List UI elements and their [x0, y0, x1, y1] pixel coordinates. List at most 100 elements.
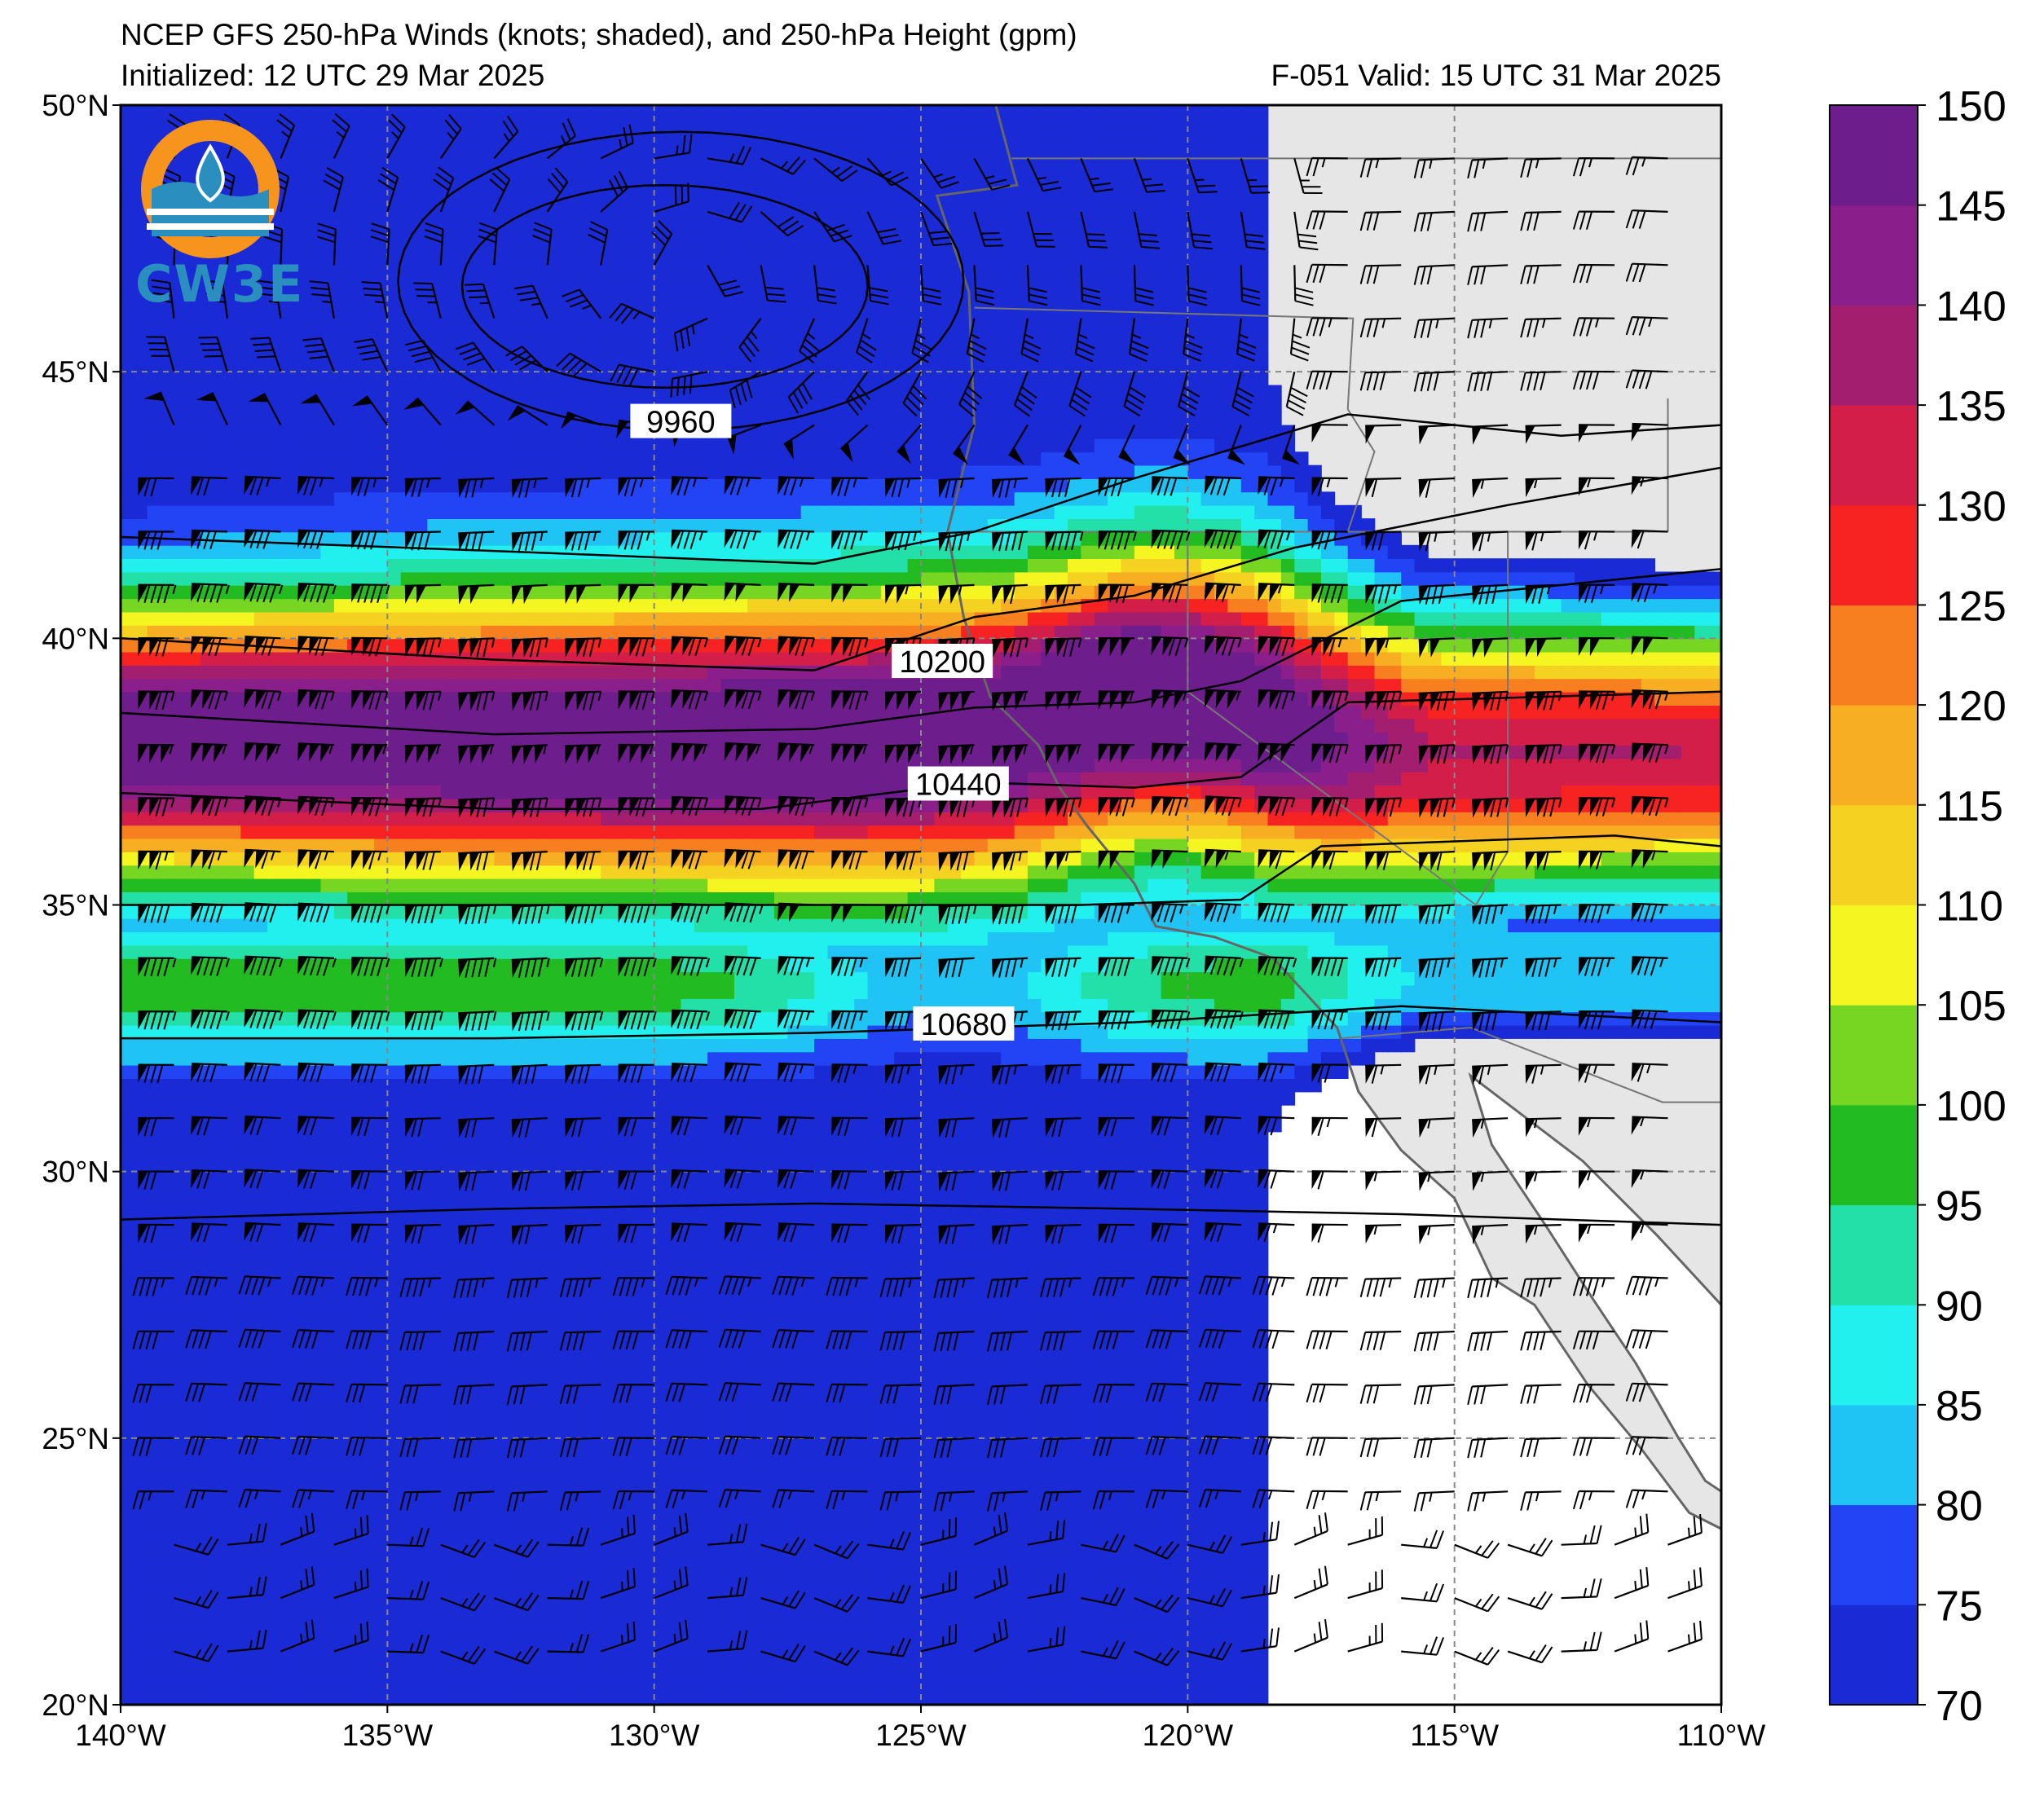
wind-speed-cell — [440, 1518, 455, 1533]
wind-speed-cell — [1387, 998, 1402, 1013]
wind-speed-cell — [521, 984, 535, 999]
wind-speed-cell — [253, 1145, 268, 1160]
wind-speed-cell — [720, 1358, 735, 1372]
wind-speed-cell — [547, 1091, 562, 1106]
wind-speed-cell — [214, 1158, 228, 1173]
wind-speed-cell — [854, 1638, 869, 1653]
wind-speed-cell — [694, 1398, 708, 1412]
wind-speed-cell — [1041, 1571, 1055, 1586]
wind-speed-cell — [614, 1571, 628, 1586]
wind-speed-cell — [1254, 1078, 1269, 1093]
wind-speed-cell — [880, 1518, 896, 1533]
wind-speed-cell — [1174, 1238, 1189, 1252]
wind-speed-cell — [1161, 1664, 1175, 1679]
wind-speed-cell — [787, 1558, 802, 1573]
wind-speed-cell — [134, 1198, 148, 1213]
wind-speed-cell — [454, 1451, 469, 1466]
wind-speed-cell — [320, 984, 335, 999]
wind-speed-cell — [1001, 1558, 1015, 1573]
wind-speed-cell — [427, 1678, 442, 1693]
wind-speed-cell — [614, 1504, 628, 1519]
wind-speed-cell — [1041, 1104, 1055, 1120]
wind-speed-cell — [1227, 1518, 1242, 1533]
wind-speed-cell — [880, 1305, 896, 1319]
wind-speed-cell — [1121, 1558, 1135, 1573]
wind-speed-cell — [121, 1278, 135, 1292]
wind-speed-cell — [467, 1624, 482, 1639]
wind-speed-cell — [880, 998, 896, 1013]
wind-speed-cell — [240, 984, 255, 999]
wind-speed-cell — [667, 1611, 682, 1626]
wind-speed-cell — [1068, 1038, 1082, 1053]
wind-speed-cell — [1001, 1051, 1015, 1066]
wind-speed-cell — [333, 1424, 349, 1439]
wind-speed-cell — [414, 1611, 429, 1626]
wind-speed-cell — [1294, 1024, 1309, 1039]
wind-speed-cell — [601, 1185, 615, 1200]
wind-speed-cell — [1001, 1358, 1015, 1372]
wind-speed-cell — [387, 1371, 402, 1386]
wind-speed-cell — [547, 1477, 562, 1493]
wind-speed-cell — [507, 1531, 522, 1546]
wind-speed-cell — [240, 1358, 255, 1372]
wind-speed-cell — [1134, 1211, 1149, 1226]
wind-speed-cell — [961, 1424, 976, 1439]
wind-speed-cell — [934, 1265, 949, 1279]
wind-speed-cell — [134, 1651, 148, 1666]
wind-speed-cell — [587, 1384, 601, 1399]
wind-speed-cell — [1187, 1678, 1202, 1693]
wind-speed-cell — [347, 984, 362, 999]
wind-speed-cell — [387, 1251, 402, 1266]
wind-speed-cell — [147, 984, 161, 999]
wind-speed-cell — [854, 1078, 869, 1093]
wind-speed-cell — [827, 1038, 842, 1053]
wind-speed-cell — [1027, 1611, 1042, 1626]
wind-speed-cell — [1121, 1451, 1135, 1466]
wind-speed-cell — [601, 957, 615, 973]
wind-speed-cell — [974, 1265, 989, 1279]
wind-speed-cell — [1134, 1251, 1149, 1266]
wind-speed-cell — [787, 1584, 802, 1599]
wind-speed-cell — [1628, 1024, 1642, 1039]
wind-speed-cell — [601, 1598, 615, 1613]
wind-speed-cell — [1054, 1464, 1068, 1479]
wind-speed-cell — [1628, 984, 1642, 999]
wind-speed-cell — [494, 1531, 509, 1546]
wind-speed-cell — [1174, 1531, 1189, 1546]
wind-speed-cell — [507, 1477, 522, 1493]
wind-speed-cell — [174, 1118, 188, 1133]
wind-speed-cell — [667, 1038, 682, 1053]
wind-speed-cell — [293, 1518, 308, 1533]
wind-speed-cell — [974, 1171, 989, 1186]
wind-speed-cell — [200, 1291, 215, 1306]
wind-speed-cell — [360, 1678, 375, 1693]
wind-speed-cell — [1227, 1464, 1242, 1479]
wind-speed-cell — [1200, 1518, 1215, 1533]
wind-speed-cell — [374, 1251, 389, 1266]
wind-speed-cell — [921, 1691, 936, 1705]
wind-speed-cell — [921, 1091, 936, 1106]
wind-speed-cell — [1108, 1664, 1122, 1679]
wind-speed-cell — [161, 1371, 175, 1386]
wind-speed-cell — [280, 1131, 295, 1146]
wind-speed-cell — [494, 1078, 509, 1093]
wind-speed-cell — [747, 1238, 762, 1252]
wind-speed-cell — [214, 1171, 228, 1186]
wind-speed-cell — [601, 1318, 615, 1332]
wind-speed-cell — [974, 1345, 989, 1359]
wind-speed-cell — [374, 984, 389, 999]
wind-speed-cell — [694, 1504, 708, 1519]
wind-speed-cell — [694, 1318, 708, 1332]
wind-speed-cell — [161, 1624, 175, 1639]
wind-speed-cell — [187, 1624, 201, 1639]
wind-speed-cell — [1134, 1451, 1149, 1466]
wind-speed-cell — [667, 1358, 682, 1372]
wind-speed-cell — [121, 1584, 135, 1599]
wind-speed-cell — [1148, 1691, 1162, 1705]
wind-speed-cell — [1014, 1651, 1029, 1666]
wind-speed-cell — [454, 1558, 469, 1573]
wind-speed-cell — [1041, 1051, 1055, 1066]
wind-speed-cell — [1027, 1211, 1042, 1226]
wind-speed-cell — [134, 1584, 148, 1599]
wind-speed-cell — [947, 1451, 962, 1466]
